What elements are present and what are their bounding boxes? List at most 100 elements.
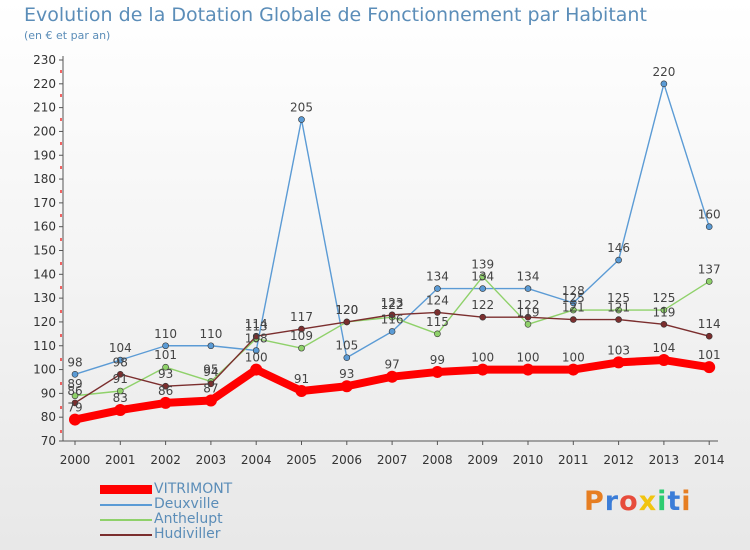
chart-subtitle: (en € et par an) (24, 29, 111, 42)
data-point-deuxville (524, 285, 532, 292)
data-label-hudiviller: 120 (335, 303, 358, 317)
data-label-vitrimont: 100 (517, 351, 540, 365)
data-label-anthelupt: 91 (113, 372, 128, 386)
y-tick-label: 110 (33, 339, 56, 353)
data-point-deuxville (298, 116, 305, 123)
data-label-anthelupt: 113 (245, 320, 268, 334)
data-point-deuxville (343, 354, 351, 361)
data-point-hudiviller (615, 316, 622, 323)
data-label-hudiviller: 121 (607, 301, 630, 315)
data-label-hudiviller: 98 (113, 355, 128, 369)
data-label-vitrimont: 100 (471, 351, 494, 365)
data-point-hudiviller (252, 332, 260, 340)
data-label-vitrimont: 101 (698, 348, 721, 362)
data-point-deuxville (388, 328, 396, 335)
y-tick-label: 170 (33, 196, 56, 210)
y-tick-label: 130 (33, 291, 56, 305)
data-label-deuxville: 105 (335, 339, 358, 353)
data-point-vitrimont (431, 365, 444, 378)
data-point-vitrimont (295, 384, 308, 397)
data-label-hudiviller: 117 (290, 310, 313, 324)
x-tick-label: 2007 (377, 453, 408, 467)
data-label-deuxville: 116 (381, 312, 404, 326)
legend-swatch (100, 485, 152, 494)
y-tick-label: 100 (33, 363, 56, 377)
data-label-deuxville: 220 (652, 65, 675, 79)
data-point-vitrimont (69, 413, 81, 426)
y-tick-label: 180 (33, 172, 56, 186)
data-point-deuxville (660, 80, 668, 88)
legend-label: Anthelupt (154, 511, 223, 527)
data-point-deuxville (162, 342, 169, 350)
x-tick-label: 2011 (558, 453, 589, 467)
data-point-deuxville (705, 223, 713, 230)
data-point-anthelupt (117, 387, 124, 395)
logo-letter: i (681, 486, 692, 517)
data-label-vitrimont: 99 (430, 353, 445, 367)
data-label-hudiviller: 122 (471, 298, 494, 312)
data-label-hudiviller: 114 (698, 317, 721, 331)
y-tick-label: 140 (33, 267, 56, 281)
data-label-anthelupt: 122 (381, 298, 404, 312)
data-point-hudiviller (298, 325, 305, 333)
legend-label: VITRIMONT (154, 481, 233, 497)
data-label-vitrimont: 87 (203, 382, 218, 396)
data-point-hudiviller (117, 371, 124, 378)
data-label-anthelupt: 89 (67, 377, 82, 391)
data-point-hudiviller (569, 316, 577, 323)
data-label-hudiviller: 94 (203, 365, 218, 379)
data-point-deuxville (569, 299, 577, 307)
logo-letter: i (657, 486, 668, 517)
data-point-deuxville (252, 347, 260, 354)
data-label-hudiviller: 123 (381, 296, 404, 310)
y-tick-label: 70 (41, 434, 56, 448)
data-point-anthelupt (615, 306, 622, 314)
data-label-vitrimont: 103 (607, 343, 630, 357)
data-label-deuxville: 104 (109, 341, 132, 355)
data-label-deuxville: 146 (607, 241, 630, 255)
data-label-deuxville: 108 (245, 332, 268, 346)
data-point-hudiviller (162, 382, 169, 390)
data-point-hudiviller (343, 318, 351, 326)
x-tick-label: 2004 (241, 453, 272, 467)
y-tick-label: 190 (33, 148, 56, 162)
data-point-hudiviller (207, 380, 215, 388)
proxiti-logo: Proxiti (584, 486, 692, 517)
data-label-anthelupt: 139 (471, 258, 494, 272)
data-point-vitrimont (567, 363, 580, 376)
data-point-vitrimont (386, 370, 399, 383)
data-point-vitrimont (340, 380, 353, 393)
data-point-hudiviller (388, 311, 396, 319)
data-label-anthelupt: 137 (698, 262, 721, 276)
y-tick-label: 90 (41, 386, 56, 400)
data-point-hudiviller (479, 313, 487, 321)
data-point-vitrimont (114, 404, 127, 417)
data-point-deuxville (117, 356, 124, 364)
data-label-hudiviller: 119 (652, 305, 675, 319)
data-point-deuxville (479, 285, 487, 292)
data-point-deuxville (71, 371, 79, 378)
x-tick-label: 2010 (513, 453, 544, 467)
data-label-deuxville: 110 (199, 327, 222, 341)
data-label-deuxville: 110 (154, 327, 177, 341)
data-label-deuxville: 205 (290, 101, 313, 115)
logo-letter: r (604, 486, 620, 517)
data-label-deuxville: 160 (698, 208, 721, 222)
data-label-anthelupt: 125 (607, 291, 630, 305)
x-tick-label: 2003 (196, 453, 227, 467)
y-tick-label: 150 (33, 244, 56, 258)
x-tick-label: 2000 (60, 453, 91, 467)
y-tick-label: 210 (33, 101, 56, 115)
data-point-hudiviller (524, 313, 532, 321)
data-label-anthelupt: 101 (154, 348, 177, 362)
data-label-anthelupt: 125 (562, 291, 585, 305)
logo-letter: o (619, 486, 639, 517)
data-label-hudiviller: 124 (426, 293, 449, 307)
x-tick-label: 2001 (105, 453, 136, 467)
data-point-hudiviller (660, 321, 668, 328)
logo-letter: P (584, 486, 605, 517)
data-label-anthelupt: 95 (203, 362, 218, 376)
legend-label: Hudiviller (154, 526, 221, 542)
